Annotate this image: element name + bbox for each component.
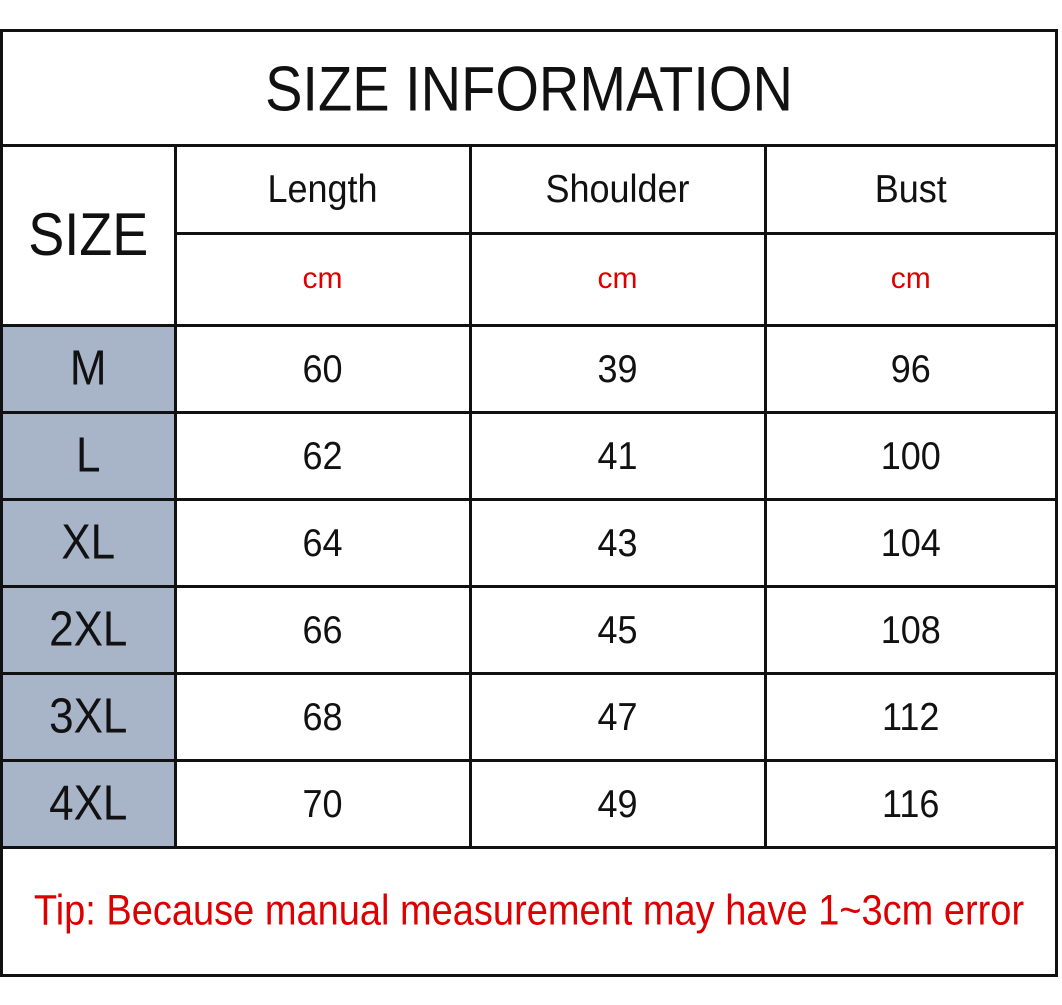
- length-value: 70: [302, 780, 343, 826]
- size-cell: 3XL: [3, 671, 177, 762]
- unit-label: cm: [597, 262, 638, 295]
- shoulder-cell: 47: [468, 671, 767, 762]
- bust-value: 100: [880, 432, 941, 478]
- unit-label: cm: [302, 262, 343, 295]
- size-header-cell: SIZE: [3, 147, 177, 327]
- table-row: 3XL 68 47 112: [3, 671, 1055, 762]
- bust-value: 108: [880, 606, 941, 652]
- bust-cell: 100: [763, 410, 1055, 501]
- size-cell: 4XL: [3, 758, 177, 849]
- bust-value: 104: [880, 519, 941, 565]
- length-cell: 64: [173, 497, 472, 588]
- bust-cell: 116: [763, 758, 1055, 849]
- table-row: XL 64 43 104: [3, 497, 1055, 588]
- shoulder-value: 45: [597, 606, 638, 652]
- length-value: 62: [302, 432, 343, 478]
- column-header-label: Length: [267, 166, 378, 211]
- tip-banner: Tip: Because manual measurement may have…: [3, 848, 1055, 974]
- length-value: 68: [302, 693, 343, 739]
- length-cell: 60: [173, 323, 472, 414]
- size-chart: SIZE INFORMATION SIZE Length Shoulder Bu…: [0, 29, 1058, 977]
- chart-title: SIZE INFORMATION: [265, 52, 793, 124]
- bust-cell: 104: [763, 497, 1055, 588]
- size-header-label: SIZE: [28, 201, 149, 269]
- bust-value: 96: [890, 345, 931, 391]
- length-value: 64: [302, 519, 343, 565]
- shoulder-value: 49: [597, 780, 638, 826]
- length-cell: 70: [173, 758, 472, 849]
- column-header-length: Length: [173, 147, 472, 235]
- table-row: L 62 41 100: [3, 410, 1055, 501]
- header-row: SIZE Length Shoulder Bust: [3, 147, 1055, 327]
- size-label: L: [76, 427, 101, 483]
- column-header-bust: Bust: [763, 147, 1055, 235]
- unit-cell-length: cm: [175, 231, 472, 327]
- length-cell: 68: [173, 671, 472, 762]
- unit-cell-bust: cm: [763, 231, 1055, 327]
- column-header-shoulder: Shoulder: [468, 147, 767, 235]
- bust-cell: 96: [763, 323, 1055, 414]
- tip-text: Tip: Because manual measurement may have…: [33, 886, 1025, 934]
- unit-row: cm cm cm: [3, 231, 1055, 327]
- table-row: M 60 39 96: [3, 323, 1055, 414]
- size-table: SIZE Length Shoulder Bust cm cm cm M 60 …: [3, 147, 1055, 849]
- column-header-label: Bust: [874, 166, 947, 211]
- size-label: 2XL: [49, 601, 128, 657]
- bust-cell: 112: [763, 671, 1055, 762]
- shoulder-value: 47: [597, 693, 638, 739]
- bust-value: 116: [882, 780, 940, 826]
- shoulder-cell: 39: [468, 323, 767, 414]
- length-cell: 66: [173, 584, 472, 675]
- column-header-label: Shoulder: [545, 166, 690, 211]
- table-row: 4XL 70 49 116: [3, 758, 1055, 849]
- unit-cell-shoulder: cm: [468, 231, 767, 327]
- size-cell: M: [3, 323, 177, 414]
- unit-label: cm: [890, 262, 931, 295]
- shoulder-cell: 43: [468, 497, 767, 588]
- size-label: 3XL: [49, 688, 128, 744]
- length-cell: 62: [173, 410, 472, 501]
- shoulder-value: 41: [597, 432, 638, 478]
- size-label: XL: [61, 514, 116, 570]
- shoulder-cell: 49: [468, 758, 767, 849]
- size-label: M: [69, 340, 107, 396]
- title-banner: SIZE INFORMATION: [3, 32, 1055, 147]
- size-cell: 2XL: [3, 584, 177, 675]
- table-row: 2XL 66 45 108: [3, 584, 1055, 675]
- size-cell: XL: [3, 497, 177, 588]
- bust-cell: 108: [763, 584, 1055, 675]
- shoulder-cell: 41: [468, 410, 767, 501]
- size-label: 4XL: [49, 775, 128, 831]
- shoulder-value: 43: [597, 519, 638, 565]
- shoulder-cell: 45: [468, 584, 767, 675]
- bust-value: 112: [882, 693, 940, 739]
- size-cell: L: [3, 410, 177, 501]
- shoulder-value: 39: [597, 345, 638, 391]
- length-value: 60: [302, 345, 343, 391]
- length-value: 66: [302, 606, 343, 652]
